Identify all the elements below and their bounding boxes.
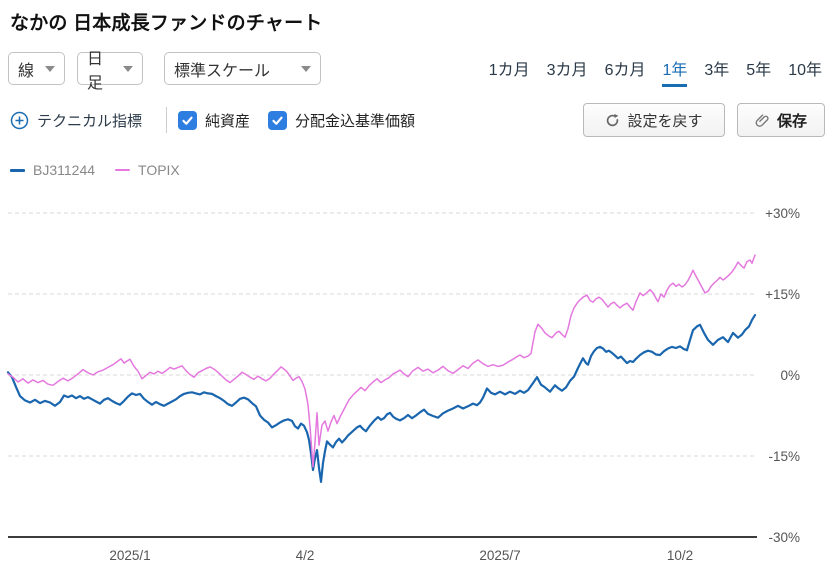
reset-icon — [607, 113, 619, 126]
save-label: 保存 — [776, 112, 807, 130]
chart-type-value: 線 — [18, 62, 35, 80]
legend-item-topix: TOPIX — [115, 162, 180, 178]
range-selector: 1カ月 3カ月 6カ月 1年 3年 5年 10年 — [489, 56, 822, 87]
chevron-down-icon — [123, 65, 133, 72]
paperclip-icon — [755, 113, 769, 127]
range-1year[interactable]: 1年 — [662, 56, 688, 87]
series-line-bj311244 — [6, 313, 757, 483]
chevron-down-icon — [301, 65, 311, 72]
x-tick-label: 2025/7 — [479, 548, 520, 563]
chart-legend: BJ311244 TOPIX — [10, 162, 180, 178]
reset-settings-label: 設定を戻す — [627, 112, 703, 130]
topix-series-label: TOPIX — [138, 162, 180, 178]
checkbox-checked-icon — [178, 110, 197, 130]
y-axis-labels: +30% +15% 0% -15% -30% — [765, 206, 800, 545]
fund-series-label: BJ311244 — [33, 162, 96, 178]
scale-dropdown[interactable]: 標準スケール — [164, 52, 321, 85]
reset-settings-button[interactable]: 設定を戻す — [583, 103, 725, 137]
topix-series-swatch — [115, 169, 131, 171]
range-6month[interactable]: 6カ月 — [604, 62, 646, 79]
chart-type-dropdown[interactable]: 線 — [8, 52, 65, 85]
interval-value: 日足 — [87, 50, 104, 92]
circle-plus-icon — [10, 111, 29, 129]
x-tick-label: 2025/1 — [109, 548, 150, 563]
distribution-included-nav-label: 分配金込基準価額 — [295, 112, 416, 130]
range-1month[interactable]: 1カ月 — [488, 62, 530, 79]
net-assets-label: 純資産 — [205, 112, 251, 130]
chevron-down-icon — [45, 65, 55, 72]
chart-plot-area[interactable]: +30% +15% 0% -15% -30% 2025/1 4/2 2025/7… — [0, 195, 833, 572]
range-10year[interactable]: 10年 — [788, 62, 822, 79]
controls-row: 線 日足 標準スケール 1カ月 3カ月 6カ月 1年 3年 5年 10年 — [0, 51, 833, 92]
x-tick-label: 4/2 — [296, 548, 315, 563]
x-axis-labels: 2025/1 4/2 2025/7 10/2 — [109, 548, 693, 563]
range-3year[interactable]: 3年 — [704, 62, 730, 79]
net-assets-checkbox[interactable]: 純資産 — [178, 103, 250, 137]
save-button[interactable]: 保存 — [737, 103, 825, 137]
legend-item-fund: BJ311244 — [10, 162, 95, 178]
scale-value: 標準スケール — [174, 62, 271, 80]
fund-series-swatch — [10, 168, 25, 172]
toolbar-divider — [166, 107, 167, 133]
interval-dropdown[interactable]: 日足 — [77, 51, 143, 92]
y-tick-label: 0% — [780, 368, 800, 383]
range-5year[interactable]: 5年 — [746, 62, 772, 79]
y-tick-label: -15% — [768, 449, 800, 464]
series-lines — [6, 254, 757, 483]
x-tick-label: 10/2 — [667, 548, 693, 563]
y-tick-label: +15% — [765, 287, 800, 302]
y-tick-label: -30% — [768, 530, 800, 545]
technical-indicator-button[interactable]: テクニカル指標 — [10, 103, 142, 137]
distribution-included-nav-checkbox[interactable]: 分配金込基準価額 — [268, 103, 415, 137]
y-tick-label: +30% — [765, 206, 800, 221]
series-line-topix — [7, 254, 756, 468]
range-3month[interactable]: 3カ月 — [546, 62, 588, 79]
technical-indicator-label: テクニカル指標 — [37, 112, 143, 130]
checkbox-checked-icon — [268, 110, 287, 130]
page-title: なかの 日本成長ファンドのチャート — [10, 13, 323, 34]
tools-row: テクニカル指標 純資産 分配金込基準価額 設定を戻す — [0, 103, 833, 137]
grid-lines — [8, 212, 757, 538]
